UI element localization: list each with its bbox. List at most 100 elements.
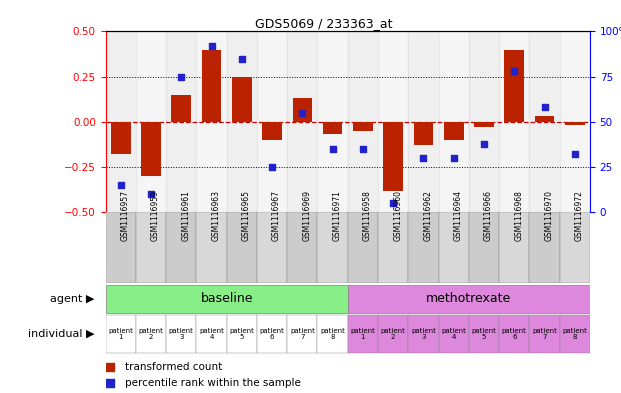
Bar (317, 315, 348, 353)
Point (479, 140, 489, 147)
Point (358, 146, 368, 152)
Bar (414, 122, 433, 145)
Bar (166, 31, 196, 212)
Bar (136, 315, 166, 353)
Text: patient
2: patient 2 (381, 328, 406, 340)
Text: patient
4: patient 4 (442, 328, 466, 340)
Text: patient
8: patient 8 (320, 328, 345, 340)
Bar (560, 212, 590, 283)
Text: patient
2: patient 2 (138, 328, 163, 340)
Bar (257, 212, 287, 283)
Text: GSM1116959: GSM1116959 (151, 190, 160, 241)
Bar (106, 212, 136, 283)
Text: GSM1116957: GSM1116957 (120, 190, 130, 241)
Text: patient
4: patient 4 (199, 328, 224, 340)
Point (207, 43, 217, 49)
Bar (378, 212, 409, 283)
Bar (529, 31, 560, 212)
Text: GSM1116967: GSM1116967 (272, 190, 281, 241)
Bar (469, 31, 499, 212)
Bar (409, 31, 438, 212)
Bar (292, 98, 312, 122)
Bar (409, 315, 438, 353)
Text: GSM1116958: GSM1116958 (363, 190, 372, 241)
Bar (262, 122, 282, 140)
Text: GSM1116962: GSM1116962 (424, 190, 432, 241)
Bar (196, 212, 227, 283)
Text: GSM1116961: GSM1116961 (181, 190, 190, 241)
Bar (378, 31, 409, 212)
Text: patient
8: patient 8 (563, 328, 587, 340)
Bar (227, 315, 257, 353)
Bar (111, 122, 130, 154)
Bar (438, 315, 469, 353)
Bar (202, 50, 221, 122)
Bar (353, 122, 373, 131)
Point (540, 104, 550, 110)
Bar (560, 31, 590, 212)
Text: patient
5: patient 5 (229, 328, 254, 340)
Point (106, 380, 116, 386)
Point (388, 200, 398, 206)
Bar (136, 31, 166, 212)
Bar (535, 116, 555, 122)
Bar (323, 122, 342, 134)
Text: GSM1116960: GSM1116960 (393, 190, 402, 241)
Bar (287, 31, 317, 212)
Bar (317, 31, 348, 212)
Bar (469, 315, 499, 353)
Bar (474, 122, 494, 127)
Bar (499, 212, 529, 283)
Bar (287, 315, 317, 353)
Text: patient
3: patient 3 (411, 328, 436, 340)
Bar (348, 31, 378, 212)
Bar (438, 31, 469, 212)
Bar (499, 31, 529, 212)
Bar (504, 50, 524, 122)
Point (267, 164, 277, 170)
Bar (106, 285, 348, 313)
Text: patient
1: patient 1 (350, 328, 375, 340)
Point (237, 55, 247, 62)
Text: patient
6: patient 6 (260, 328, 284, 340)
Bar (196, 315, 227, 353)
Point (116, 182, 125, 188)
Bar (166, 212, 196, 283)
Bar (469, 212, 499, 283)
Text: GSM1116966: GSM1116966 (484, 190, 493, 241)
Bar (196, 31, 227, 212)
Bar (499, 315, 529, 353)
Bar (378, 315, 409, 353)
Point (146, 191, 156, 197)
Bar (317, 212, 348, 283)
Text: baseline: baseline (201, 292, 253, 305)
Bar (287, 212, 317, 283)
Title: GDS5069 / 233363_at: GDS5069 / 233363_at (255, 17, 392, 30)
Bar (171, 95, 191, 122)
Bar (106, 315, 136, 353)
Bar (257, 315, 287, 353)
Bar (560, 315, 590, 353)
Text: patient
7: patient 7 (290, 328, 315, 340)
Point (509, 68, 519, 74)
Text: GSM1116969: GSM1116969 (302, 190, 311, 241)
Text: GSM1116970: GSM1116970 (545, 190, 553, 241)
Text: GSM1116963: GSM1116963 (212, 190, 220, 241)
Text: percentile rank within the sample: percentile rank within the sample (125, 378, 301, 388)
Point (176, 73, 186, 80)
Bar (565, 122, 584, 125)
Bar (227, 212, 257, 283)
Text: patient
6: patient 6 (502, 328, 527, 340)
Point (297, 110, 307, 116)
Bar (444, 122, 463, 140)
Bar (136, 212, 166, 283)
Text: GSM1116971: GSM1116971 (333, 190, 342, 241)
Text: GSM1116965: GSM1116965 (242, 190, 251, 241)
Text: transformed count: transformed count (125, 362, 222, 373)
Bar (409, 212, 438, 283)
Bar (348, 285, 590, 313)
Bar (166, 315, 196, 353)
Text: agent ▶: agent ▶ (50, 294, 94, 304)
Text: patient
1: patient 1 (108, 328, 133, 340)
Text: individual ▶: individual ▶ (28, 329, 94, 339)
